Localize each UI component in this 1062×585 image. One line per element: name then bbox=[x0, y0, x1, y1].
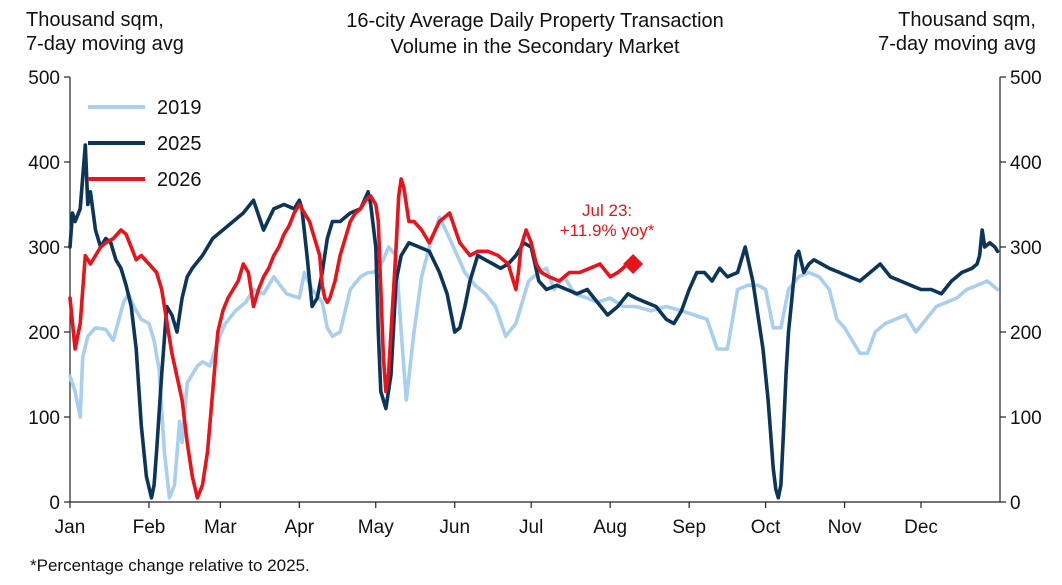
x-tick-label-dec: Dec bbox=[904, 517, 938, 538]
y-tick-label-right: 500 bbox=[1010, 68, 1042, 89]
x-tick-label-jul: Jul bbox=[519, 517, 543, 538]
legend-label-2026: 2026 bbox=[157, 169, 202, 191]
y-axis-label-right: Thousand sqm, 7-day moving avg bbox=[878, 9, 1036, 55]
y-tick-label-left: 400 bbox=[28, 153, 60, 174]
legend-label-2025: 2025 bbox=[157, 133, 202, 155]
series-line-2025 bbox=[68, 143, 1000, 500]
annotation-label: Jul 23: +11.9% yoy* bbox=[560, 201, 655, 240]
y-tick-label-left: 300 bbox=[28, 238, 60, 259]
y-tick-label-left: 100 bbox=[28, 408, 60, 429]
series-lines bbox=[68, 143, 1000, 500]
series-line-2019 bbox=[68, 215, 1000, 500]
annotation-marker bbox=[623, 254, 644, 274]
annotation-label-line: Jul 23: bbox=[582, 201, 632, 220]
y-tick-label-right: 0 bbox=[1010, 493, 1021, 514]
x-tick-label-may: May bbox=[358, 517, 394, 538]
y-axis-label-left: Thousand sqm, 7-day moving avg bbox=[26, 9, 184, 55]
series-line-2026 bbox=[68, 177, 635, 500]
x-tick-label-mar: Mar bbox=[204, 517, 237, 538]
y-tick-label-right: 300 bbox=[1010, 238, 1042, 259]
x-tick-label-feb: Feb bbox=[133, 517, 166, 538]
x-tick-label-jan: Jan bbox=[55, 517, 86, 538]
x-tick-label-jun: Jun bbox=[439, 517, 470, 538]
x-tick-label-sep: Sep bbox=[672, 517, 706, 538]
x-tick-label-nov: Nov bbox=[828, 517, 862, 538]
annotation-label-line: +11.9% yoy* bbox=[560, 221, 655, 240]
x-tick-label-aug: Aug bbox=[593, 517, 627, 538]
x-tick-label-oct: Oct bbox=[751, 517, 781, 538]
y-tick-label-left: 500 bbox=[28, 68, 60, 89]
legend-label-2019: 2019 bbox=[157, 97, 202, 119]
annotation: Jul 23: +11.9% yoy* bbox=[560, 201, 655, 274]
x-tick-label-apr: Apr bbox=[285, 517, 315, 538]
footnote: *Percentage change relative to 2025. bbox=[30, 556, 310, 575]
legend: 2019 2025 2026 bbox=[88, 97, 202, 191]
axes: 0 0 100 100 200 200 300 300 400 400 500 500 Jan Feb Ma… bbox=[28, 68, 1041, 538]
y-tick-label-right: 200 bbox=[1010, 323, 1042, 344]
chart-title: 16-city Average Daily Property Transacti… bbox=[346, 10, 724, 58]
y-tick-label-right: 400 bbox=[1010, 153, 1042, 174]
y-tick-label-left: 0 bbox=[49, 493, 60, 514]
y-tick-label-left: 200 bbox=[28, 323, 60, 344]
y-tick-label-right: 100 bbox=[1010, 408, 1042, 429]
